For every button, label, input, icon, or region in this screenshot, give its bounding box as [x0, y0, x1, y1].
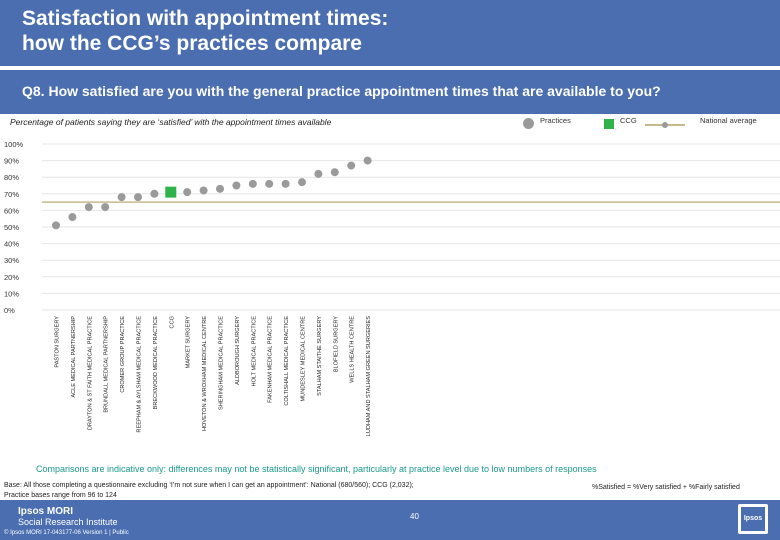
question-band	[0, 70, 780, 114]
y-tick-label: 0%	[4, 306, 15, 315]
legend-practices-marker	[523, 118, 534, 129]
x-category-label: ACLE MEDICAL PARTNERSHIP	[71, 316, 77, 398]
practice-point	[101, 203, 110, 212]
ccg-point	[165, 186, 177, 198]
practice-point	[281, 179, 290, 188]
practice-point	[117, 193, 126, 202]
x-category-label: BRUNDALL MEDICAL PARTNERSHIP	[104, 316, 110, 413]
y-tick-label: 70%	[4, 190, 19, 199]
question-text: Q8. How satisfied are you with the gener…	[22, 83, 661, 99]
x-category-label: DRAYTON & ST FAITH MEDICAL PRACTICE	[87, 316, 93, 430]
x-category-label: WELLS HEALTH CENTRE	[350, 316, 356, 383]
ipsos-logo-icon: Ipsos	[738, 504, 768, 534]
logo-name: Ipsos MORI	[18, 506, 74, 517]
satisfaction-chart: 0% 10% 20% 30% 40% 50% 60% 70% 80% 90% 100% PASTON…	[4, 140, 780, 436]
practice-point	[363, 156, 372, 165]
caveat-note: Comparisons are indicative only: differe…	[36, 464, 597, 474]
y-tick-label: 40%	[4, 240, 19, 249]
practice-point	[150, 189, 159, 198]
practice-point	[298, 178, 306, 187]
x-category-label: BLOFIELD SURGERY	[333, 316, 339, 372]
legend-national-marker	[662, 122, 668, 128]
x-category-label: HOLT MEDICAL PRACTICE	[251, 316, 257, 387]
x-category-label: PASTON SURGERY	[55, 316, 61, 368]
logo-subtitle: Social Research Institute	[18, 517, 118, 527]
copyright-text: © Ipsos MORI 17-043177-06 Version 1 | Pu…	[4, 530, 129, 536]
base-note-line-1: Base: All those completing a questionnai…	[4, 482, 414, 489]
practice-point	[216, 184, 224, 193]
x-category-label: STALHAM STAITHE SURGERY	[317, 316, 323, 396]
x-category-label: CCG	[169, 316, 175, 328]
x-category-label: ALDBOROUGH SURGERY	[235, 316, 241, 385]
x-category-label: MUNDESLEY MEDICAL CENTRE	[301, 316, 307, 402]
ipsos-logo-mark: Ipsos	[741, 507, 765, 531]
y-tick-label: 50%	[4, 223, 19, 232]
practice-point	[314, 169, 323, 178]
practice-point	[265, 179, 274, 188]
page-title: Satisfaction with appointment times: how…	[22, 6, 388, 56]
y-tick-label: 90%	[4, 157, 19, 166]
practice-point	[347, 161, 356, 170]
base-note: Base: All those completing a questionnai…	[4, 481, 504, 501]
y-tick-label: 20%	[4, 273, 19, 282]
x-category-label: CROMER GROUP PRACTICE	[120, 316, 126, 393]
x-category-label: LUDHAM AND STALHAM GREEN SURGERIES	[366, 316, 372, 436]
legend-ccg-marker	[604, 119, 614, 129]
y-tick-label: 10%	[4, 289, 19, 298]
page-number: 40	[410, 512, 419, 521]
x-category-label: REEPHAM & AYLSHAM MEDICAL PRACTICE	[137, 316, 143, 433]
chart-subtitle: Percentage of patients saying they are ‘…	[10, 117, 332, 127]
y-tick-label: 80%	[4, 173, 19, 182]
y-tick-label: 100%	[4, 140, 24, 149]
practice-point	[248, 179, 257, 188]
base-note-line-2: Practice bases range from 96 to 124	[4, 492, 117, 499]
satisfied-definition: %Satisfied = %Very satisfied + %Fairly s…	[592, 484, 740, 491]
title-line-1: Satisfaction with appointment times:	[22, 7, 389, 30]
legend-national-label: National average	[700, 116, 757, 125]
x-category-label: FAKENHAM MEDICAL PRACTICE	[268, 316, 274, 403]
title-band	[0, 0, 780, 66]
y-tick-label: 30%	[4, 256, 19, 265]
footer-band	[0, 500, 780, 540]
practice-point	[84, 203, 93, 212]
practice-point	[330, 168, 339, 177]
practice-point	[134, 193, 142, 202]
practice-point	[68, 213, 77, 222]
legend-ccg-label: CCG	[620, 116, 637, 125]
practice-point	[199, 186, 208, 195]
points-layer	[52, 156, 372, 230]
y-axis-layer: 0% 10% 20% 30% 40% 50% 60% 70% 80% 90% 100%	[4, 140, 780, 315]
x-category-label: SHERINGHAM MEDICAL PRACTICE	[219, 316, 225, 410]
practice-point	[52, 221, 60, 230]
practice-point	[232, 181, 241, 190]
legend-practices-label: Practices	[540, 116, 571, 125]
x-category-label: MARKET SURGERY	[186, 316, 192, 369]
title-line-2: how the CCG’s practices compare	[22, 32, 362, 55]
x-category-label: HOVETON & WROXHAM MEDICAL CENTRE	[202, 316, 208, 431]
x-labels-layer: PASTON SURGERY ACLE MEDICAL PARTNERSHIP DR…	[55, 316, 373, 436]
x-category-label: BRECKWOOD MEDICAL PRACTICE	[153, 316, 159, 410]
ipsos-mori-logo: Ipsos MORI Social Research Institute	[18, 506, 118, 528]
x-category-label: COLTISHALL MEDICAL PRACTICE	[284, 316, 290, 406]
y-tick-label: 60%	[4, 206, 19, 215]
practice-point	[183, 188, 192, 197]
